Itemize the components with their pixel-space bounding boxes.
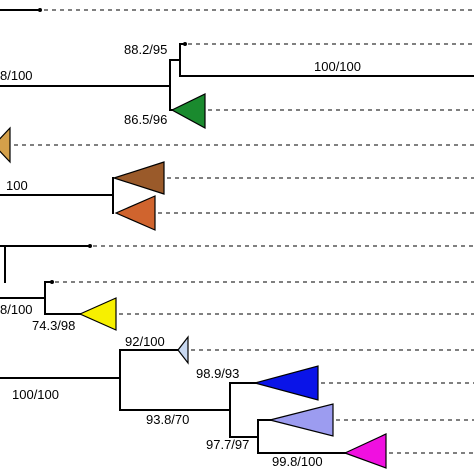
clade-triangle-blue — [252, 365, 319, 401]
tip-node — [50, 280, 54, 284]
clade-triangle-yellow — [78, 297, 117, 331]
clade-triangle-brown — [112, 161, 165, 195]
clade-triangle-green — [170, 93, 206, 130]
support-label: 92/100 — [125, 334, 165, 349]
tip-node — [88, 244, 92, 248]
support-label: 8/100 — [0, 302, 33, 317]
support-label: 8/100 — [0, 68, 33, 83]
tip-node — [38, 8, 42, 12]
support-label: 86.5/96 — [124, 112, 167, 127]
support-label: 88.2/95 — [124, 42, 167, 57]
support-label: 93.8/70 — [146, 412, 189, 427]
clade-triangle-pale-blue — [177, 335, 189, 365]
tip-node — [183, 42, 187, 46]
support-label: 99.8/100 — [272, 454, 323, 469]
clade-triangle-magenta — [343, 433, 387, 469]
support-label: 100/100 — [314, 59, 361, 74]
clade-triangle-tan — [0, 126, 11, 164]
support-label: 100 — [6, 178, 28, 193]
support-label: 100/100 — [12, 387, 59, 402]
support-label: 97.7/97 — [206, 437, 249, 452]
clade-triangle-lavender — [269, 403, 334, 437]
support-label: 98.9/93 — [196, 366, 239, 381]
support-label: 74.3/98 — [32, 318, 75, 333]
clade-triangle-orange — [114, 195, 156, 231]
